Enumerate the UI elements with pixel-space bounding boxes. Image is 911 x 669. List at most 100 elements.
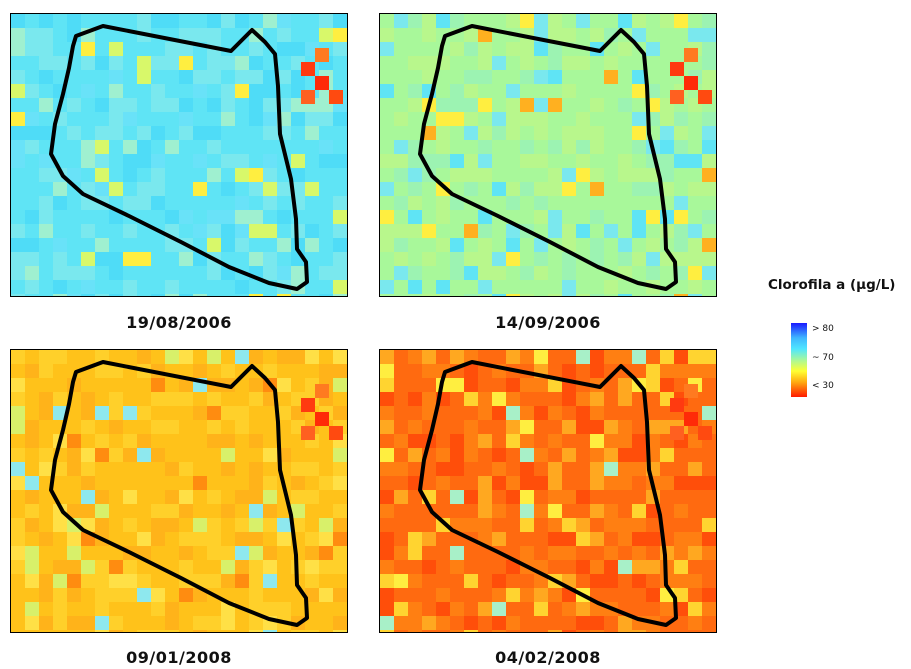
raster-cell [11,70,25,84]
raster-cell [11,490,25,504]
raster-cell [478,588,492,602]
raster-cell [618,154,632,168]
raster-cell [660,154,674,168]
raster-cell [95,84,109,98]
raster-cell [422,630,436,632]
raster-cell [422,546,436,560]
raster-cell [165,616,179,630]
raster-cell [506,462,520,476]
raster-cell [235,518,249,532]
raster-cell [590,490,604,504]
raster-cell [576,224,590,238]
raster-cell [137,196,151,210]
raster-cell [394,434,408,448]
raster-cell [492,252,506,266]
raster-cell [277,182,291,196]
raster-cell [408,280,422,294]
raster-cell [277,406,291,420]
raster-cell [151,42,165,56]
raster-cell [436,14,450,28]
raster-cell [179,420,193,434]
raster-cell [291,14,305,28]
raster-cell [408,504,422,518]
raster-cell [604,532,618,546]
raster-cell [408,616,422,630]
raster-cell [534,294,548,296]
raster-cell [646,560,660,574]
raster-cell [25,476,39,490]
raster-cell [165,182,179,196]
raster-cell [646,588,660,602]
raster-cell [207,154,221,168]
raster-cell [137,588,151,602]
raster-cell [235,252,249,266]
raster-cell [179,504,193,518]
raster-cell [520,504,534,518]
raster-cell [277,56,291,70]
raster-cell [193,294,207,296]
raster-cell [123,392,137,406]
raster-cell [305,532,319,546]
raster-cell [81,112,95,126]
raster-cell [506,126,520,140]
raster-cell [604,210,618,224]
raster-cell [702,126,716,140]
raster-cell [520,476,534,490]
raster-cell [179,70,193,84]
raster-cell [702,280,716,294]
raster-cell [305,462,319,476]
raster-cell [81,42,95,56]
raster-cell [263,630,277,632]
raster-cell [67,266,81,280]
raster-cell [576,574,590,588]
raster-cell [165,350,179,364]
raster-cell [478,56,492,70]
raster-cell [39,532,53,546]
raster-cell [618,182,632,196]
raster-cell [702,490,716,504]
raster-cell-hotspot [301,90,315,104]
raster-cell [604,560,618,574]
raster-cell [305,154,319,168]
raster-cell [193,490,207,504]
raster-cell [249,546,263,560]
raster-cell [520,266,534,280]
map-raster-4 [380,350,716,632]
raster-cell [291,294,305,296]
raster-cell [81,154,95,168]
raster-cell [25,168,39,182]
raster-cell [151,280,165,294]
raster-cell [548,168,562,182]
raster-cell [221,126,235,140]
raster-cell [478,630,492,632]
raster-cell [548,294,562,296]
raster-cell [53,210,67,224]
raster-cell [506,42,520,56]
raster-cell [319,224,333,238]
raster-cell [394,476,408,490]
raster-cell [81,224,95,238]
raster-cell-hotspot [315,412,329,426]
raster-cell [221,616,235,630]
raster-cell [123,518,137,532]
raster-cell [109,406,123,420]
raster-cell [380,182,394,196]
raster-cell [333,70,347,84]
raster-cell [249,224,263,238]
raster-cell [11,588,25,602]
raster-cell [151,84,165,98]
raster-cell [520,378,534,392]
raster-cell [380,406,394,420]
raster-cell [165,406,179,420]
raster-cell [193,14,207,28]
raster-cell [464,406,478,420]
raster-cell [604,182,618,196]
raster-cell [660,126,674,140]
raster-cell [702,602,716,616]
raster-cell [688,574,702,588]
raster-cell [109,560,123,574]
raster-cell [492,126,506,140]
raster-cell [123,252,137,266]
raster-cell [618,280,632,294]
raster-cell [53,280,67,294]
